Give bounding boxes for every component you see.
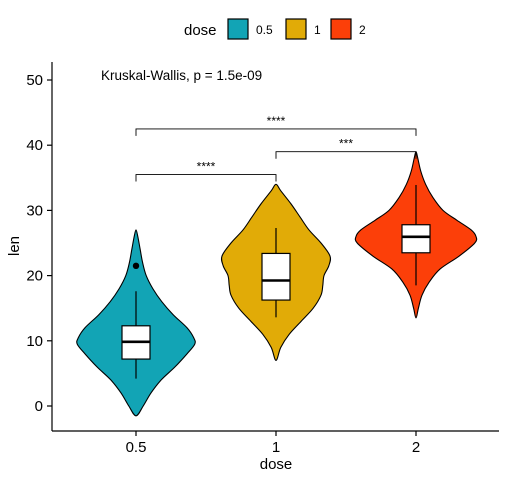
box-1 <box>261 252 291 301</box>
y-tick-label: 20 <box>26 268 43 285</box>
x-tick-label: 0.5 <box>126 439 147 456</box>
test-annotation: Kruskal-Wallis, p = 1.5e-09 <box>101 68 262 83</box>
significance-label: *** <box>339 137 353 151</box>
legend-title: dose <box>184 22 217 39</box>
legend-label: 1 <box>314 23 321 37</box>
x-ticks: 0.5 1 2 <box>126 431 420 456</box>
comparison-bracket <box>275 151 417 159</box>
y-tick-label: 40 <box>26 137 43 154</box>
y-tick-label: 30 <box>26 202 43 219</box>
x-tick-label: 1 <box>272 439 280 456</box>
x-axis-label: dose <box>260 456 293 473</box>
legend-key-0.5 <box>227 18 249 40</box>
comparison-brackets: *********** <box>135 114 417 182</box>
legend-label: 2 <box>359 23 366 37</box>
y-axis-label: len <box>6 236 23 256</box>
comparison-bracket <box>135 174 277 182</box>
legend-label: 0.5 <box>256 23 273 37</box>
y-tick-label: 10 <box>26 333 43 350</box>
y-tick-label: 50 <box>26 72 43 89</box>
legend: dose 0.5 1 2 <box>184 18 366 40</box>
y-tick-label: 0 <box>35 398 43 415</box>
significance-label: **** <box>267 114 286 128</box>
boxplots <box>121 184 431 379</box>
significance-label: **** <box>197 160 216 174</box>
comparison-bracket <box>135 128 417 136</box>
box-2 <box>401 224 431 254</box>
y-ticks: 0 10 20 30 40 50 <box>26 72 52 415</box>
legend-key-2 <box>330 18 352 40</box>
x-tick-label: 2 <box>412 439 420 456</box>
outlier-point <box>132 262 140 270</box>
legend-key-1 <box>285 18 307 40</box>
